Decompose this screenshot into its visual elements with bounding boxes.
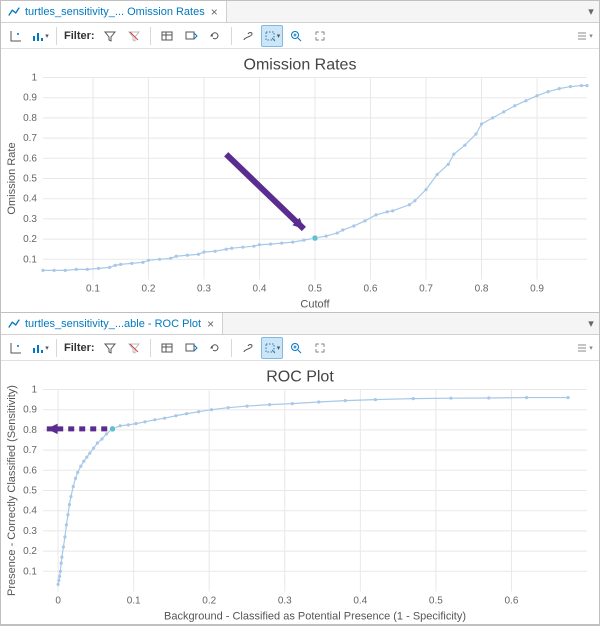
svg-text:0.4: 0.4 [253,284,267,295]
svg-text:0.5: 0.5 [429,596,443,607]
chart-tab-icon [7,317,21,331]
table-icon[interactable] [156,25,178,47]
divider [150,27,151,45]
svg-text:0.6: 0.6 [364,284,378,295]
svg-text:0.8: 0.8 [23,113,37,124]
divider [56,27,57,45]
svg-text:0.3: 0.3 [278,596,292,607]
toolbar: ▾ Filter: ▾ ▾ [1,335,599,361]
filter-label: Filter: [62,30,97,42]
svg-text:0.1: 0.1 [86,284,100,295]
svg-text:0.6: 0.6 [23,153,37,164]
divider [56,339,57,357]
svg-text:0.9: 0.9 [530,284,544,295]
svg-text:0.2: 0.2 [202,596,216,607]
table-export-icon[interactable] [180,337,202,359]
roc-plot-chart[interactable]: ROC Plot 0.1 0.2 0.3 0.4 0.5 0.6 0.7 0.8 0.9 1 0 0.1… [1,361,599,624]
tab-label: turtles_sensitivity_...able - ROC Plot [25,318,201,330]
svg-text:0.1: 0.1 [23,254,37,265]
rotate-icon[interactable] [204,25,226,47]
omission-rates-chart[interactable]: Omission Rates 0.1 0.2 0.3 0.4 0.5 0.6 0.7 0.8 0.… [1,49,599,312]
svg-text:0.3: 0.3 [197,284,211,295]
svg-text:0.2: 0.2 [23,234,37,245]
expand-icon[interactable] [309,25,331,47]
svg-text:0.2: 0.2 [23,546,37,557]
svg-text:0.1: 0.1 [23,566,37,577]
tabbar-menu-icon[interactable]: ▾ [583,1,599,22]
svg-text:0.7: 0.7 [23,445,37,456]
axes-icon[interactable] [5,25,27,47]
svg-text:0.4: 0.4 [23,506,37,517]
tabbar-menu-icon[interactable]: ▾ [583,313,599,334]
lasso-icon[interactable] [237,337,259,359]
svg-text:0.5: 0.5 [23,486,37,497]
svg-text:1: 1 [31,73,37,84]
divider [150,339,151,357]
rotate-icon[interactable] [204,337,226,359]
list-icon[interactable]: ▾ [573,337,595,359]
filter-clear-icon[interactable] [123,337,145,359]
svg-text:Omission Rates: Omission Rates [244,57,357,74]
svg-text:0.9: 0.9 [23,405,37,416]
filter-clear-icon[interactable] [123,25,145,47]
svg-text:0.3: 0.3 [23,214,37,225]
zoom-in-icon[interactable] [285,337,307,359]
bar-chart-icon[interactable]: ▾ [29,337,51,359]
svg-text:0.1: 0.1 [127,596,141,607]
select-rect-icon[interactable]: ▾ [261,25,283,47]
list-icon[interactable]: ▾ [573,25,595,47]
svg-text:Background - Classified as Pot: Background - Classified as Potential Pre… [164,611,466,623]
bar-chart-icon[interactable]: ▾ [29,25,51,47]
svg-text:0: 0 [55,596,61,607]
filter-label: Filter: [62,342,97,354]
tab-omission-rates[interactable]: turtles_sensitivity_... Omission Rates × [1,1,227,22]
svg-text:0.4: 0.4 [23,194,37,205]
svg-text:0.3: 0.3 [23,526,37,537]
svg-text:0.8: 0.8 [475,284,489,295]
svg-text:0.7: 0.7 [419,284,433,295]
chart-tab-icon [7,5,21,19]
svg-text:0.7: 0.7 [23,133,37,144]
svg-text:0.6: 0.6 [504,596,518,607]
axes-icon[interactable] [5,337,27,359]
divider [231,27,232,45]
tabbar: turtles_sensitivity_...able - ROC Plot ×… [1,313,599,335]
svg-text:0.5: 0.5 [308,284,322,295]
svg-text:1: 1 [31,385,37,396]
svg-text:ROC Plot: ROC Plot [266,369,334,386]
svg-text:Omission Rate: Omission Rate [6,142,18,214]
divider [231,339,232,357]
expand-icon[interactable] [309,337,331,359]
svg-text:0.4: 0.4 [353,596,367,607]
svg-text:0.6: 0.6 [23,465,37,476]
tab-roc-plot[interactable]: turtles_sensitivity_...able - ROC Plot × [1,313,223,334]
filter-funnel-icon[interactable] [99,25,121,47]
close-icon[interactable]: × [209,5,220,19]
table-export-icon[interactable] [180,25,202,47]
svg-text:0.2: 0.2 [142,284,156,295]
svg-text:0.5: 0.5 [23,174,37,185]
filter-funnel-icon[interactable] [99,337,121,359]
svg-text:0.8: 0.8 [23,425,37,436]
tabbar: turtles_sensitivity_... Omission Rates ×… [1,1,599,23]
panel-omission-rates: turtles_sensitivity_... Omission Rates ×… [1,1,599,313]
svg-text:0.9: 0.9 [23,93,37,104]
zoom-in-icon[interactable] [285,25,307,47]
select-rect-icon[interactable]: ▾ [261,337,283,359]
table-icon[interactable] [156,337,178,359]
svg-text:Presence - Correctly Classifie: Presence - Correctly Classified (Sensiti… [6,385,18,596]
close-icon[interactable]: × [205,317,216,331]
tab-label: turtles_sensitivity_... Omission Rates [25,6,205,18]
svg-text:Cutoff: Cutoff [300,299,330,311]
lasso-icon[interactable] [237,25,259,47]
toolbar: ▾ Filter: ▾ ▾ [1,23,599,49]
panel-roc-plot: turtles_sensitivity_...able - ROC Plot ×… [1,313,599,625]
